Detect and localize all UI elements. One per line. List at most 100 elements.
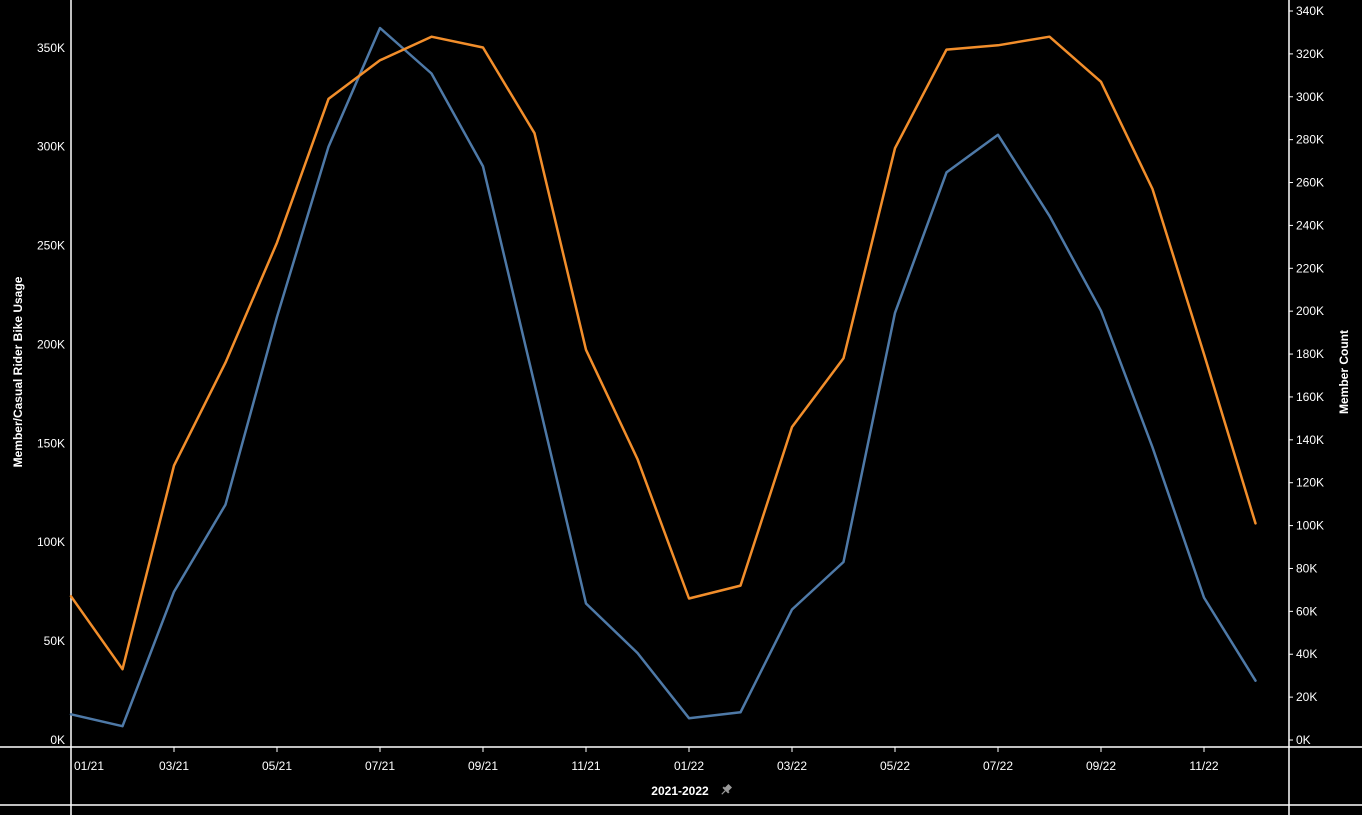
- data-point-right[interactable]: [274, 240, 280, 246]
- data-point-left[interactable]: [223, 502, 229, 508]
- left-tick-label: 100K: [37, 535, 65, 549]
- data-point-right[interactable]: [1047, 34, 1053, 40]
- left-tick-label: 50K: [44, 634, 65, 648]
- data-point-left[interactable]: [429, 70, 435, 76]
- data-point-right[interactable]: [326, 96, 332, 102]
- data-point-left[interactable]: [377, 25, 383, 31]
- x-tick-label: 11/22: [1189, 759, 1218, 773]
- right-tick-label: 120K: [1296, 476, 1324, 490]
- x-tick-label: 05/22: [880, 759, 910, 773]
- data-point-right[interactable]: [686, 595, 692, 601]
- right-tick-label: 40K: [1296, 647, 1317, 661]
- data-point-left[interactable]: [789, 606, 795, 612]
- data-point-right[interactable]: [223, 360, 229, 366]
- data-point-right[interactable]: [120, 666, 126, 672]
- x-tick-label: 01/22: [674, 759, 704, 773]
- data-point-right[interactable]: [995, 42, 1001, 48]
- data-point-right[interactable]: [892, 145, 898, 151]
- data-point-left[interactable]: [686, 715, 692, 721]
- data-point-left[interactable]: [532, 381, 538, 387]
- left-tick-label: 300K: [37, 140, 65, 154]
- x-tick-label: 11/21: [571, 759, 600, 773]
- right-tick-label: 20K: [1296, 690, 1317, 704]
- data-point-left[interactable]: [68, 711, 74, 717]
- right-y-axis: 0K 20K 40K 60K 80K 100K 120K 140K 160K 180K 200K 22…: [1289, 4, 1324, 747]
- data-point-right[interactable]: [429, 34, 435, 40]
- data-point-left[interactable]: [841, 559, 847, 565]
- series-line-left[interactable]: [69, 26, 1257, 728]
- data-point-left[interactable]: [738, 709, 744, 715]
- data-point-left[interactable]: [995, 132, 1001, 138]
- data-point-right[interactable]: [1253, 520, 1259, 526]
- left-y-axis: 0K 50K 100K 150K 200K 250K 300K 350K: [37, 41, 65, 747]
- data-point-left[interactable]: [326, 144, 332, 150]
- data-point-right[interactable]: [532, 130, 538, 136]
- x-tick-label: 09/22: [1086, 759, 1116, 773]
- x-tick-label: 09/21: [468, 759, 498, 773]
- right-tick-label: 240K: [1296, 218, 1324, 232]
- x-tick-label: 03/21: [159, 759, 189, 773]
- data-point-right[interactable]: [480, 44, 486, 50]
- right-tick-label: 180K: [1296, 347, 1324, 361]
- right-tick-label: 340K: [1296, 4, 1324, 18]
- data-point-left[interactable]: [274, 314, 280, 320]
- data-point-left[interactable]: [480, 163, 486, 169]
- data-point-right[interactable]: [738, 583, 744, 589]
- y-axis-title-right: Member Count: [1337, 330, 1351, 414]
- right-tick-label: 320K: [1296, 47, 1324, 61]
- right-tick-label: 200K: [1296, 304, 1324, 318]
- x-axis: 01/21 03/21 05/21 07/21 09/21 11/21 01/22 03/22…: [70, 747, 1219, 773]
- x-tick-label: 07/22: [983, 759, 1013, 773]
- right-tick-label: 220K: [1296, 261, 1324, 275]
- data-point-left[interactable]: [1098, 308, 1104, 314]
- data-point-left[interactable]: [583, 601, 589, 607]
- data-point-left[interactable]: [171, 589, 177, 595]
- right-tick-label: 0K: [1296, 733, 1311, 747]
- data-point-left[interactable]: [120, 723, 126, 729]
- data-point-right[interactable]: [377, 57, 383, 63]
- x-axis-title: 2021-2022: [651, 784, 709, 798]
- right-tick-label: 280K: [1296, 133, 1324, 147]
- x-tick-label: 01/21: [74, 759, 104, 773]
- data-point-left[interactable]: [892, 310, 898, 316]
- right-tick-label: 100K: [1296, 519, 1324, 533]
- data-point-right[interactable]: [1150, 186, 1156, 192]
- x-tick-label: 05/21: [262, 759, 292, 773]
- data-point-right[interactable]: [789, 424, 795, 430]
- right-tick-label: 80K: [1296, 561, 1317, 575]
- data-point-right[interactable]: [171, 463, 177, 469]
- data-point-right[interactable]: [68, 593, 74, 599]
- data-point-right[interactable]: [635, 456, 641, 462]
- data-point-left[interactable]: [944, 169, 950, 175]
- right-tick-label: 140K: [1296, 433, 1324, 447]
- left-tick-label: 350K: [37, 41, 65, 55]
- data-point-left[interactable]: [1201, 595, 1207, 601]
- right-tick-label: 160K: [1296, 390, 1324, 404]
- pin-icon[interactable]: [719, 783, 733, 797]
- y-axis-title-left: Member/Casual Rider Bike Usage: [11, 276, 25, 467]
- data-point-right[interactable]: [944, 47, 950, 53]
- x-tick-label: 07/21: [365, 759, 395, 773]
- left-tick-label: 150K: [37, 436, 65, 450]
- left-tick-label: 200K: [37, 337, 65, 351]
- data-point-right[interactable]: [1098, 79, 1104, 85]
- left-tick-label: 0K: [50, 733, 65, 747]
- x-tick-label: 03/22: [777, 759, 807, 773]
- x-axis-title-group: 2021-2022: [651, 783, 733, 798]
- data-point-right[interactable]: [1201, 351, 1207, 357]
- data-point-left[interactable]: [635, 650, 641, 656]
- data-point-left[interactable]: [1047, 213, 1053, 219]
- series-layer: [68, 25, 1259, 729]
- right-tick-label: 60K: [1296, 604, 1317, 618]
- data-point-right[interactable]: [841, 355, 847, 361]
- data-point-left[interactable]: [1150, 444, 1156, 450]
- data-point-right[interactable]: [583, 347, 589, 353]
- data-point-left[interactable]: [1253, 678, 1259, 684]
- series-line-right[interactable]: [69, 35, 1257, 671]
- right-tick-label: 300K: [1296, 90, 1324, 104]
- left-tick-label: 250K: [37, 239, 65, 253]
- right-tick-label: 260K: [1296, 176, 1324, 190]
